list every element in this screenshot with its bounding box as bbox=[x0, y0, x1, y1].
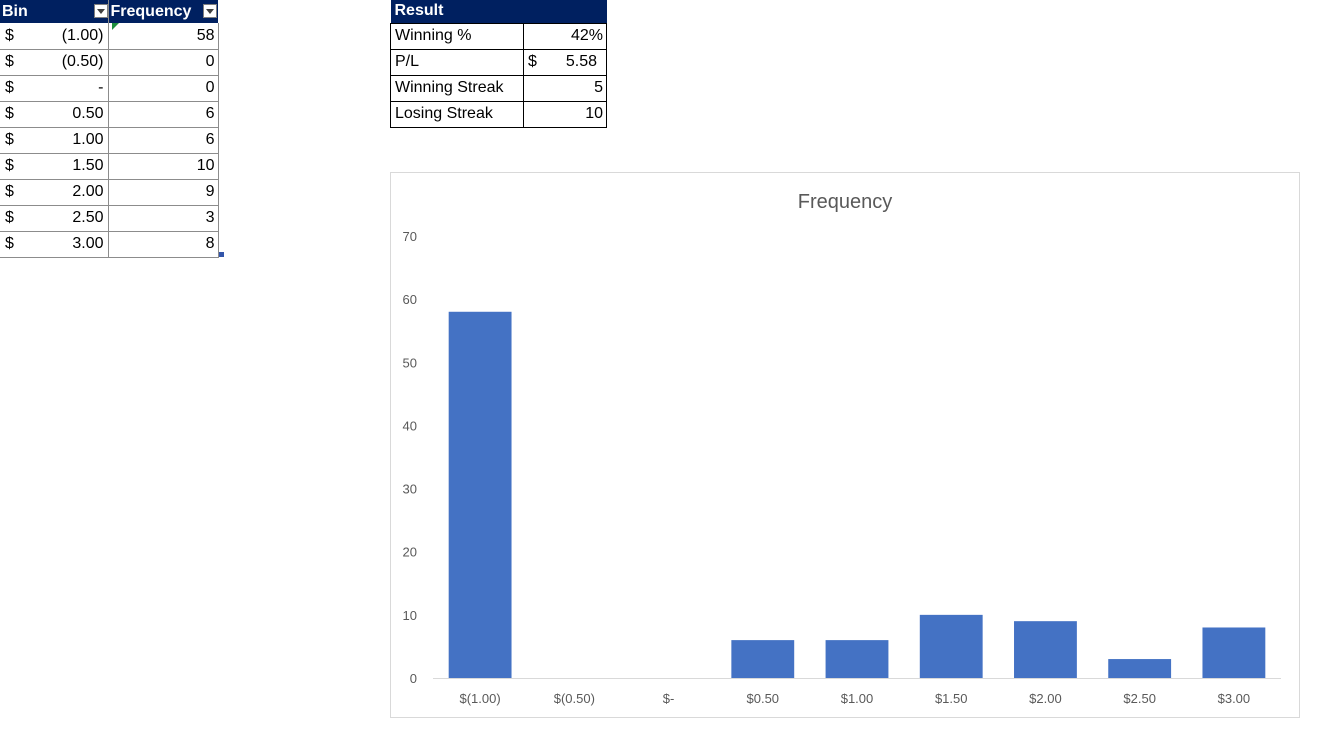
bin-currency-cell[interactable]: $ bbox=[0, 101, 20, 128]
y-tick-label: 40 bbox=[403, 418, 417, 433]
frequency-table-row: $2.00 9 bbox=[0, 179, 219, 206]
result-row-losing-streak: Losing Streak 10 bbox=[390, 100, 607, 128]
frequency-value-cell[interactable]: 9 bbox=[108, 179, 219, 206]
bin-value-cell[interactable]: 2.50 bbox=[20, 205, 109, 232]
result-label[interactable]: Winning Streak bbox=[390, 74, 524, 102]
bin-currency-cell[interactable]: $ bbox=[0, 153, 20, 180]
result-table: Result Winning % 42% P/L $ 5.58 Winning … bbox=[390, 0, 607, 128]
result-row-winning-pct: Winning % 42% bbox=[390, 22, 607, 50]
frequency-table-row: $1.50 10 bbox=[0, 153, 219, 180]
result-value[interactable]: 5 bbox=[523, 74, 607, 102]
pl-amount: 5.58 bbox=[565, 53, 597, 70]
frequency-table-row: $ (1.00) 58 bbox=[0, 23, 219, 50]
y-tick-label: 60 bbox=[403, 292, 417, 307]
pl-currency-symbol: $ bbox=[528, 53, 537, 70]
frequency-table-row: $ (0.50) 0 bbox=[0, 49, 219, 76]
bin-filter-dropdown-icon[interactable] bbox=[94, 4, 108, 18]
frequency-value-cell[interactable]: 58 bbox=[108, 23, 219, 50]
bar[interactable] bbox=[1108, 659, 1172, 678]
bar-series bbox=[448, 311, 1266, 678]
x-tick-label: $(0.50) bbox=[554, 691, 595, 706]
bar[interactable] bbox=[448, 311, 512, 678]
result-table-header: Result bbox=[390, 0, 607, 23]
bin-value-cell[interactable]: 1.00 bbox=[20, 127, 109, 154]
result-row-winning-streak: Winning Streak 5 bbox=[390, 74, 607, 102]
result-header: Result bbox=[390, 0, 607, 23]
bin-header: Bin bbox=[0, 0, 109, 23]
frequency-value-cell[interactable]: 10 bbox=[108, 153, 219, 180]
bin-value-cell[interactable]: (0.50) bbox=[20, 49, 109, 76]
x-tick-label: $0.50 bbox=[747, 691, 780, 706]
frequency-value-cell[interactable]: 0 bbox=[108, 75, 219, 102]
bin-currency-cell[interactable]: $ bbox=[0, 49, 20, 76]
bin-header-label: Bin bbox=[2, 2, 28, 20]
frequency-value-cell[interactable]: 3 bbox=[108, 205, 219, 232]
frequency-header-label: Frequency bbox=[110, 2, 192, 20]
bin-currency-cell[interactable]: $ bbox=[0, 205, 20, 232]
y-tick-label: 70 bbox=[403, 229, 417, 244]
bar[interactable] bbox=[1202, 627, 1266, 678]
result-label[interactable]: Winning % bbox=[390, 22, 524, 50]
frequency-chart[interactable]: Frequency 0 10 20 30 40 50 60 70 $(1.00) $(0.50)… bbox=[390, 172, 1300, 718]
result-label[interactable]: Losing Streak bbox=[390, 100, 524, 128]
x-tick-label: $(1.00) bbox=[460, 691, 501, 706]
result-row-pl: P/L $ 5.58 bbox=[390, 48, 607, 76]
y-tick-label: 0 bbox=[410, 671, 417, 686]
frequency-value-cell[interactable]: 8 bbox=[108, 231, 219, 258]
y-tick-label: 10 bbox=[403, 608, 417, 623]
frequency-value-cell[interactable]: 6 bbox=[108, 127, 219, 154]
y-tick-label: 30 bbox=[403, 482, 417, 497]
chart-canvas: Frequency 0 10 20 30 40 50 60 70 $(1.00) $(0.50)… bbox=[403, 191, 1281, 706]
x-tick-label: $- bbox=[663, 691, 675, 706]
bin-value-cell[interactable]: 3.00 bbox=[20, 231, 109, 258]
result-label[interactable]: P/L bbox=[390, 48, 524, 76]
bin-value-cell[interactable]: 0.50 bbox=[20, 101, 109, 128]
x-axis: $(1.00) $(0.50) $- $0.50 $1.00 $1.50 $2.00 $2.5… bbox=[460, 691, 1251, 706]
frequency-value-cell[interactable]: 6 bbox=[108, 101, 219, 128]
bin-currency-cell[interactable]: $ bbox=[0, 231, 20, 258]
frequency-table: Bin Frequency $ (1.00) 58 $ (0.50) 0 $ -0 $0.50 6… bbox=[0, 0, 219, 258]
x-tick-label: $1.50 bbox=[935, 691, 968, 706]
error-indicator-icon bbox=[112, 23, 119, 30]
bin-value-cell[interactable]: 1.50 bbox=[20, 153, 109, 180]
frequency-table-row: $3.00 8 bbox=[0, 231, 219, 258]
frequency-table-row: $ -0 bbox=[0, 75, 219, 102]
x-tick-label: $3.00 bbox=[1218, 691, 1251, 706]
bin-value-cell[interactable]: 2.00 bbox=[20, 179, 109, 206]
bar[interactable] bbox=[919, 614, 983, 678]
frequency-header: Frequency bbox=[108, 0, 218, 23]
y-axis: 0 10 20 30 40 50 60 70 bbox=[403, 229, 1281, 686]
bin-value-cell[interactable]: - bbox=[20, 75, 109, 102]
bar[interactable] bbox=[825, 640, 889, 678]
frequency-table-row: $2.50 3 bbox=[0, 205, 219, 232]
bin-value-cell[interactable]: (1.00) bbox=[20, 23, 109, 50]
x-tick-label: $2.00 bbox=[1029, 691, 1062, 706]
chart-title: Frequency bbox=[798, 191, 893, 213]
bin-currency-cell[interactable]: $ bbox=[0, 23, 20, 50]
bar[interactable] bbox=[1014, 621, 1077, 678]
frequency-table-header: Bin Frequency bbox=[0, 0, 218, 23]
frequency-value-cell[interactable]: 0 bbox=[108, 49, 219, 76]
bin-currency-cell[interactable]: $ bbox=[0, 179, 20, 206]
result-value[interactable]: 42% bbox=[523, 22, 607, 50]
frequency-filter-dropdown-icon[interactable] bbox=[202, 4, 217, 18]
frequency-table-row: $0.50 6 bbox=[0, 101, 219, 128]
result-value[interactable]: 10 bbox=[523, 100, 607, 128]
bar[interactable] bbox=[731, 640, 795, 678]
y-tick-label: 20 bbox=[403, 545, 417, 560]
x-tick-label: $2.50 bbox=[1123, 691, 1156, 706]
result-value[interactable]: $ 5.58 bbox=[523, 48, 607, 76]
bin-currency-cell[interactable]: $ bbox=[0, 75, 20, 102]
y-tick-label: 50 bbox=[403, 355, 417, 370]
frequency-table-row: $1.00 6 bbox=[0, 127, 219, 154]
x-tick-label: $1.00 bbox=[841, 691, 874, 706]
bin-currency-cell[interactable]: $ bbox=[0, 127, 20, 154]
table-resize-handle[interactable] bbox=[219, 252, 224, 257]
